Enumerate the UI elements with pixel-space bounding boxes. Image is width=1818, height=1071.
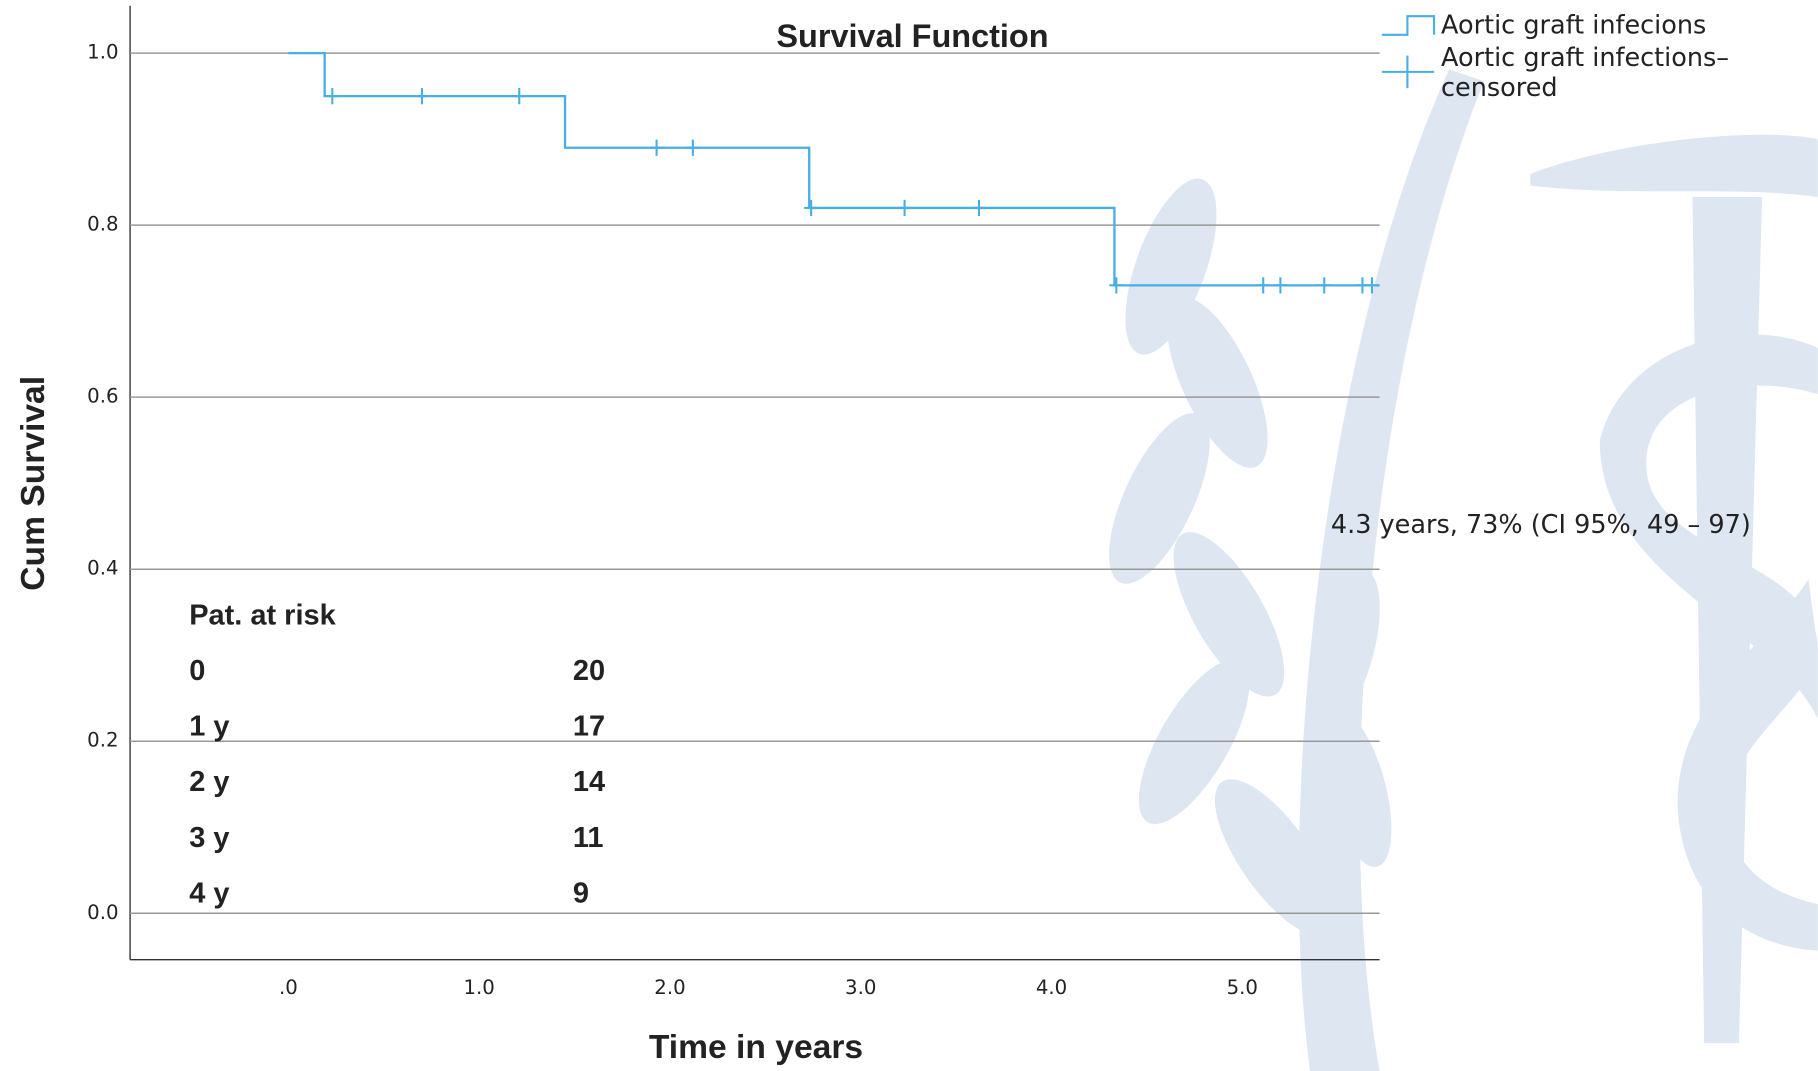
watermark	[1089, 70, 1818, 1071]
y-tick-label: 0.0	[87, 901, 118, 924]
risk-table-cell: 4 y	[189, 877, 229, 909]
x-tick-label: 3.0	[845, 976, 876, 999]
y-tick-label: 0.4	[87, 557, 118, 580]
risk-table-cell: 9	[573, 877, 589, 909]
risk-table-title: Pat. at risk	[189, 599, 336, 631]
x-tick-label: 1.0	[464, 976, 495, 999]
legend-label: Aortic graft infections–censored	[1441, 44, 1789, 104]
censor-mark	[512, 88, 526, 104]
risk-table-cell: 14	[573, 766, 605, 798]
y-tick-label: 1.0	[87, 41, 118, 64]
x-tick-label: .0	[279, 976, 298, 999]
risk-table-cell: 11	[573, 822, 604, 854]
y-axis-label: Cum Survival	[15, 376, 52, 591]
annotation: 4.3 years, 73% (CI 95%, 49 – 97)	[1331, 510, 1751, 540]
y-tick-label: 0.2	[87, 729, 118, 752]
x-axis-label: Time in years	[649, 1029, 863, 1066]
censor-mark	[1109, 277, 1123, 293]
censor-mark	[804, 200, 818, 216]
x-tick-label: 2.0	[654, 976, 685, 999]
censor-mark	[325, 88, 339, 104]
censor-mark	[650, 140, 664, 156]
survival-line	[288, 53, 1379, 285]
risk-table-cell: 17	[573, 711, 605, 743]
legend-label: Aortic graft infecions	[1441, 11, 1706, 41]
censor-mark	[1256, 277, 1270, 293]
x-tick-label: 5.0	[1227, 976, 1258, 999]
risk-table-cell: 3 y	[189, 822, 229, 854]
chart: Survival Function Time in years Cum Surv…	[0, 0, 1818, 1071]
legend-label-box: Aortic graft infections–censored	[1441, 44, 1789, 114]
censor-mark	[415, 88, 429, 104]
risk-table-cell: 1 y	[189, 711, 229, 743]
y-tick-label: 0.8	[87, 213, 118, 236]
censor-mark	[686, 140, 700, 156]
y-tick-label: 0.6	[87, 385, 118, 408]
legend-symbol	[1382, 16, 1434, 35]
risk-table-cell: 0	[189, 655, 205, 687]
censor-mark	[1273, 277, 1287, 293]
risk-table-cell: 20	[573, 655, 605, 687]
chart-title: Survival Function	[776, 18, 1048, 54]
legend-symbol	[1382, 56, 1434, 88]
censor-mark	[1317, 277, 1331, 293]
censor-mark	[898, 200, 912, 216]
censor-mark	[972, 200, 986, 216]
x-tick-label: 4.0	[1036, 976, 1067, 999]
risk-table-cell: 2 y	[189, 766, 229, 798]
